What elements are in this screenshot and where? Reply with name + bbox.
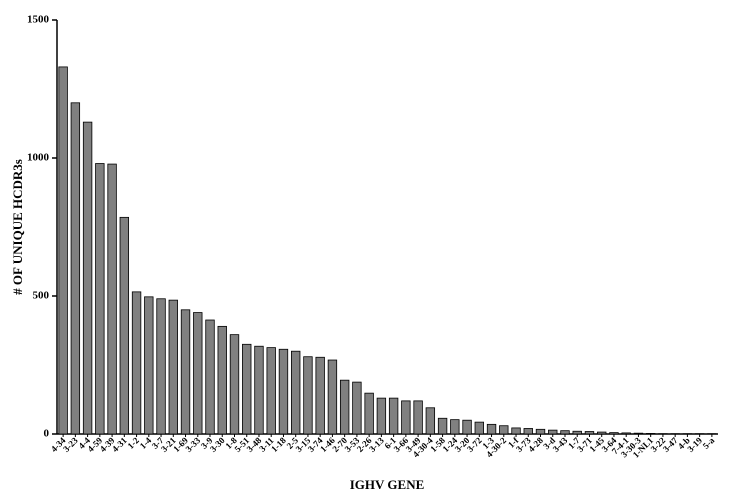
bar xyxy=(266,347,276,435)
bar xyxy=(388,397,399,435)
bar xyxy=(523,428,533,435)
bar xyxy=(254,345,264,435)
y-tick-label: 1500 xyxy=(27,14,50,26)
bar xyxy=(217,325,227,435)
bar xyxy=(303,356,313,435)
bar xyxy=(131,291,142,435)
bar xyxy=(437,417,448,435)
bar xyxy=(82,121,93,435)
bar xyxy=(156,298,166,435)
bar xyxy=(58,66,68,435)
bar xyxy=(119,216,130,435)
bar xyxy=(315,356,325,435)
bar xyxy=(205,319,215,435)
bar xyxy=(144,296,154,435)
bar xyxy=(474,421,484,435)
bar xyxy=(597,431,607,435)
bar xyxy=(450,419,460,435)
bar xyxy=(560,430,570,435)
bar xyxy=(168,299,178,435)
bar xyxy=(242,343,252,435)
bar xyxy=(339,379,350,435)
bar xyxy=(633,432,644,435)
bar xyxy=(352,381,362,435)
bar xyxy=(584,431,595,435)
bar xyxy=(535,428,546,435)
y-tick-label: 1000 xyxy=(27,152,50,164)
bar xyxy=(291,350,301,435)
bar xyxy=(229,334,240,435)
bar xyxy=(278,348,289,435)
bar xyxy=(413,400,423,435)
y-tick-label: 500 xyxy=(33,290,50,302)
bar xyxy=(107,163,117,435)
bar xyxy=(401,400,411,435)
bar xyxy=(364,392,374,435)
y-axis-title: # OF UNIQUE HCDR3s xyxy=(10,159,25,295)
x-axis-title: IGHV GENE xyxy=(350,477,425,492)
bar xyxy=(486,423,497,435)
bar xyxy=(609,432,619,435)
bar xyxy=(425,407,436,435)
bar xyxy=(499,425,509,435)
bar xyxy=(193,312,203,435)
bar xyxy=(572,430,582,435)
bar xyxy=(376,397,387,435)
bar xyxy=(645,433,656,435)
bar xyxy=(511,427,521,435)
y-tick-label: 0 xyxy=(44,428,50,440)
bar xyxy=(621,432,631,435)
bar xyxy=(180,309,191,435)
x-tick-label: 5-a xyxy=(701,435,717,451)
bar xyxy=(327,359,338,435)
bar xyxy=(548,429,558,435)
bar xyxy=(462,419,472,435)
bar xyxy=(95,163,105,435)
bar xyxy=(70,102,81,435)
